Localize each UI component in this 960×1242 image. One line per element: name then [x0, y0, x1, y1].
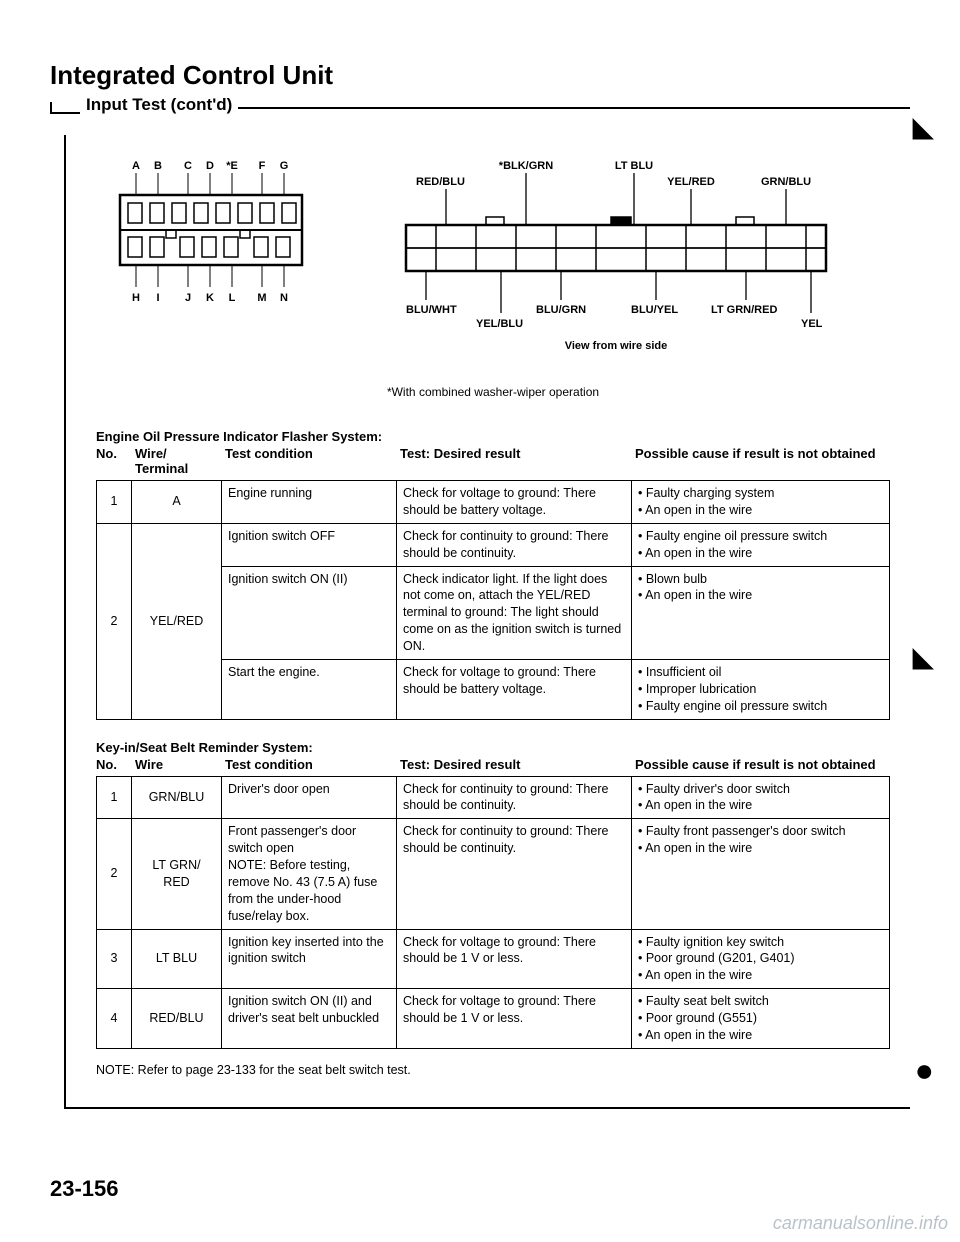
pin-label: B — [154, 160, 162, 172]
hdr-test: Test: Desired result — [396, 446, 631, 476]
cell-cause: • Faulty charging system • An open in th… — [632, 481, 890, 524]
content-frame: A B C D *E F G — [64, 135, 910, 1109]
hdr-cause: Possible cause if result is not obtained — [631, 446, 890, 476]
table-row: 1 GRN/BLU Driver's door open Check for c… — [97, 776, 890, 819]
dot-icon: ● — [915, 1052, 934, 1089]
wire-label: LT BLU — [615, 160, 653, 172]
pin-label: A — [132, 160, 140, 172]
cell-wire: RED/BLU — [132, 989, 222, 1049]
cell-cause: • Faulty ignition key switch • Poor grou… — [632, 929, 890, 989]
table-row: 1 A Engine running Check for voltage to … — [97, 481, 890, 524]
hdr-no: No. — [96, 757, 131, 772]
watermark: carmanualsonline.info — [773, 1213, 948, 1234]
hdr-wire: Wire — [131, 757, 221, 772]
section-subtitle: Input Test (cont'd) — [80, 95, 238, 115]
cell-wire: LT BLU — [132, 929, 222, 989]
hdr-cond: Test condition — [221, 757, 396, 772]
cell-test: Check for voltage to ground: There shoul… — [397, 481, 632, 524]
cell-cond: Ignition switch OFF — [222, 523, 397, 566]
pin-label: I — [156, 292, 159, 304]
connector-b-diagram: RED/BLU *BLK/GRN LT BLU YEL/RED GRN/BLU — [386, 155, 890, 355]
cell-cond: Driver's door open — [222, 776, 397, 819]
cell-no: 1 — [97, 481, 132, 524]
page-title: Integrated Control Unit — [50, 60, 910, 91]
table-row: 2 YEL/RED Ignition switch OFF Check for … — [97, 523, 890, 566]
cell-no: 3 — [97, 929, 132, 989]
wire-label: YEL — [801, 318, 823, 330]
pin-label: *E — [226, 160, 238, 172]
cell-no: 2 — [97, 819, 132, 929]
table2: 1 GRN/BLU Driver's door open Check for c… — [96, 776, 890, 1049]
footnote: *With combined washer-wiper operation — [96, 385, 890, 399]
table-row: 2 LT GRN/ RED Front passenger's door swi… — [97, 819, 890, 929]
cell-test: Check for voltage to ground: There shoul… — [397, 989, 632, 1049]
pin-label: C — [184, 160, 192, 172]
cell-test: Check for continuity to ground: There sh… — [397, 523, 632, 566]
pin-label: D — [206, 160, 214, 172]
rule-line — [238, 107, 910, 109]
cell-no: 4 — [97, 989, 132, 1049]
cell-test: Check for continuity to ground: There sh… — [397, 776, 632, 819]
cell-wire: YEL/RED — [132, 523, 222, 719]
cell-no: 2 — [97, 523, 132, 719]
cell-test: Check for voltage to ground: There shoul… — [397, 659, 632, 719]
hdr-test: Test: Desired result — [396, 757, 631, 772]
wire-label: BLU/YEL — [631, 304, 678, 316]
view-caption: View from wire side — [565, 340, 668, 352]
pin-label: F — [259, 160, 266, 172]
cell-cond: Ignition switch ON (II) and driver's sea… — [222, 989, 397, 1049]
table1-header: No. Wire/ Terminal Test condition Test: … — [96, 446, 890, 476]
pin-label: J — [185, 292, 191, 304]
wire-label: YEL/RED — [667, 176, 715, 188]
table2-title: Key-in/Seat Belt Reminder System: — [96, 740, 890, 755]
arrow-icon: ◣ — [912, 640, 934, 673]
cell-cause: • Faulty seat belt switch • Poor ground … — [632, 989, 890, 1049]
cell-cond: Start the engine. — [222, 659, 397, 719]
pin-label: L — [229, 292, 236, 304]
hdr-cause: Possible cause if result is not obtained — [631, 757, 890, 772]
cell-cond: Ignition switch ON (II) — [222, 566, 397, 659]
note-text: NOTE: Refer to page 23-133 for the seat … — [96, 1063, 890, 1077]
cell-test: Check indicator light. If the light does… — [397, 566, 632, 659]
cell-cause: • Faulty front passenger's door switch •… — [632, 819, 890, 929]
cell-test: Check for continuity to ground: There sh… — [397, 819, 632, 929]
table2-header: No. Wire Test condition Test: Desired re… — [96, 757, 890, 772]
table-row: 3 LT BLU Ignition key inserted into the … — [97, 929, 890, 989]
table-row: 4 RED/BLU Ignition switch ON (II) and dr… — [97, 989, 890, 1049]
cell-cause: • Faulty engine oil pressure switch • An… — [632, 523, 890, 566]
cell-cond: Ignition key inserted into the ignition … — [222, 929, 397, 989]
pin-label: G — [280, 160, 289, 172]
wire-label: BLU/WHT — [406, 304, 457, 316]
hdr-cond: Test condition — [221, 446, 396, 476]
wire-label: BLU/GRN — [536, 304, 586, 316]
cell-wire: GRN/BLU — [132, 776, 222, 819]
wire-label: YEL/BLU — [476, 318, 523, 330]
cell-wire: A — [132, 481, 222, 524]
cell-cause: • Blown bulb • An open in the wire — [632, 566, 890, 659]
pin-label: H — [132, 292, 140, 304]
page-number: 23-156 — [50, 1176, 119, 1202]
connector-a-diagram: A B C D *E F G — [96, 155, 326, 355]
arrow-icon: ◣ — [912, 110, 934, 143]
cell-no: 1 — [97, 776, 132, 819]
cell-test: Check for voltage to ground: There shoul… — [397, 929, 632, 989]
cell-wire: LT GRN/ RED — [132, 819, 222, 929]
wire-label: RED/BLU — [416, 176, 465, 188]
cell-cause: • Faulty driver's door switch • An open … — [632, 776, 890, 819]
box-corner — [50, 102, 80, 114]
hdr-no: No. — [96, 446, 131, 476]
wire-label: GRN/BLU — [761, 176, 811, 188]
table1: 1 A Engine running Check for voltage to … — [96, 480, 890, 720]
pin-label: K — [206, 292, 214, 304]
cell-cond: Front passenger's door switch open NOTE:… — [222, 819, 397, 929]
cell-cause: • Insufficient oil • Improper lubricatio… — [632, 659, 890, 719]
wire-label: *BLK/GRN — [499, 160, 553, 172]
pin-label: N — [280, 292, 288, 304]
pin-label: M — [257, 292, 266, 304]
cell-cond: Engine running — [222, 481, 397, 524]
table1-title: Engine Oil Pressure Indicator Flasher Sy… — [96, 429, 890, 444]
wire-label: LT GRN/RED — [711, 304, 777, 316]
hdr-wire: Wire/ Terminal — [131, 446, 221, 476]
